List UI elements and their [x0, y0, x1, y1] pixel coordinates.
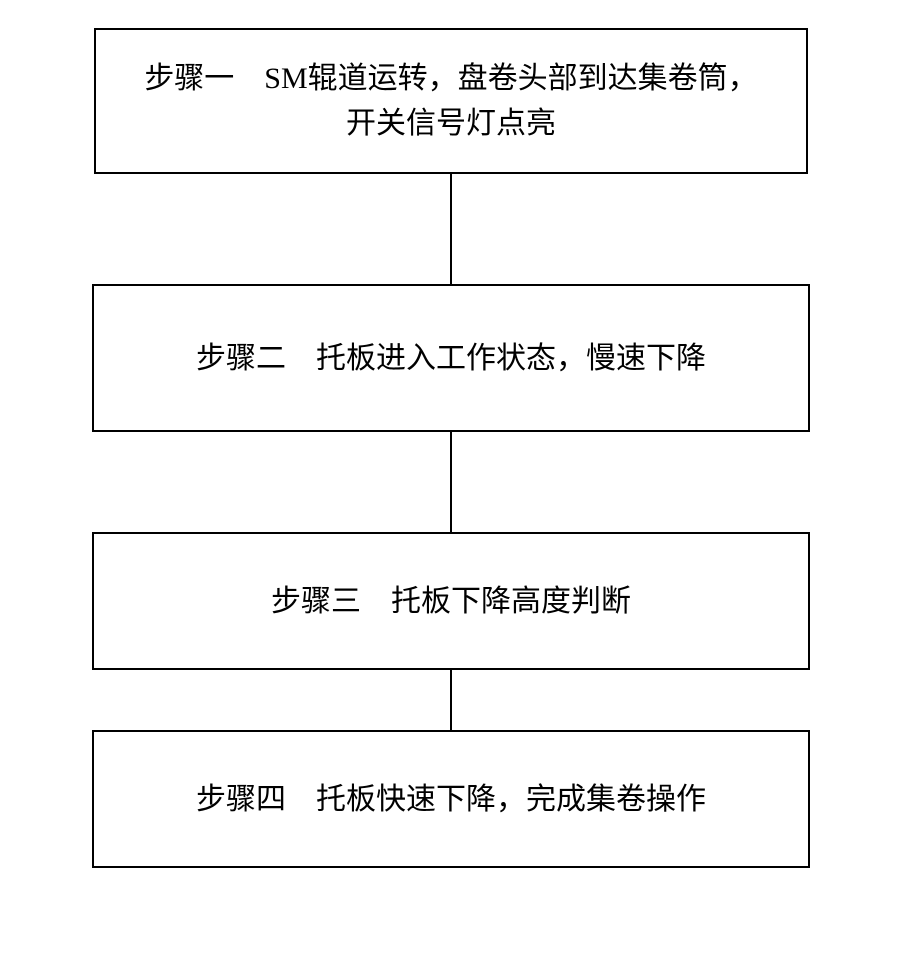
flowchart-step-2: 步骤二 托板进入工作状态，慢速下降 [92, 284, 810, 432]
step-4-text: 步骤四 托板快速下降，完成集卷操作 [196, 777, 706, 822]
step-2-text: 步骤二 托板进入工作状态，慢速下降 [196, 336, 706, 381]
connector-2-3 [450, 432, 452, 532]
connector-1-2 [450, 174, 452, 284]
flowchart-step-4: 步骤四 托板快速下降，完成集卷操作 [92, 730, 810, 868]
step-3-text: 步骤三 托板下降高度判断 [271, 579, 631, 624]
step-1-text: 步骤一 SM辊道运转，盘卷头部到达集卷筒， 开关信号灯点亮 [144, 56, 757, 146]
flowchart-step-1: 步骤一 SM辊道运转，盘卷头部到达集卷筒， 开关信号灯点亮 [94, 28, 808, 174]
flowchart-container: 步骤一 SM辊道运转，盘卷头部到达集卷筒， 开关信号灯点亮 步骤二 托板进入工作… [0, 0, 902, 868]
flowchart-step-3: 步骤三 托板下降高度判断 [92, 532, 810, 670]
connector-3-4 [450, 670, 452, 730]
